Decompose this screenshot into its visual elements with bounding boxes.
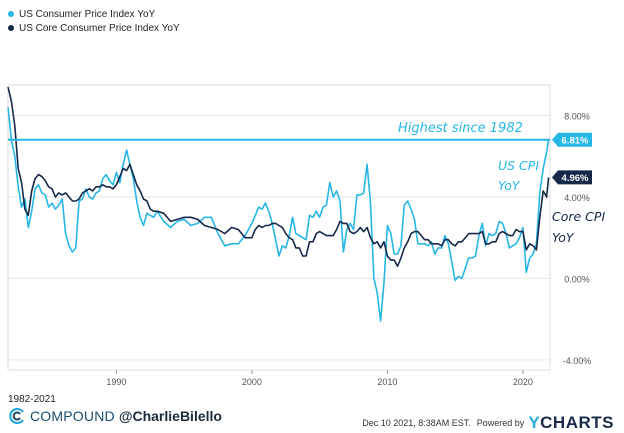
x-tick-label: 2000 [242, 377, 262, 387]
powered-by-label: Powered by [476, 418, 525, 428]
legend-label-core: US Core Consumer Price Index YoY [19, 22, 180, 34]
plot-frame [7, 84, 551, 371]
legend-dot-cpi [8, 11, 14, 17]
brand-name: COMPOUND [30, 408, 115, 424]
legend-item-cpi[interactable]: US Consumer Price Index YoY [8, 7, 180, 21]
legend-label-cpi: US Consumer Price Index YoY [19, 8, 156, 20]
footer-credits: Dec 10 2021, 8:38AM EST. Powered by YCHA… [362, 413, 614, 433]
y-tick-label: 8.00% [564, 112, 590, 122]
y-tick-label: 0.00% [564, 274, 590, 284]
series-lines [7, 86, 550, 322]
legend: US Consumer Price Index YoY US Core Cons… [8, 7, 180, 35]
annotation-text-core: Core CPI [552, 209, 605, 224]
x-axis-ticks: 1990 2000 2010 2020 [106, 370, 533, 387]
y-tick-label: 4.00% [564, 193, 590, 203]
annotations: Highest since 1982 6.81% 4.96% US CPI YoY Cor… [8, 121, 605, 245]
ycharts-logo[interactable]: YCHARTS [528, 413, 614, 433]
end-label-badge-core [552, 170, 592, 185]
compound-logo-icon [9, 407, 24, 425]
x-tick-label: 2020 [513, 377, 533, 387]
series-line-cpi [7, 107, 550, 322]
brand-handle: @CharlieBilello [118, 408, 222, 424]
grid-lines [8, 115, 550, 361]
end-label-value-cpi: 6.81% [562, 135, 589, 146]
reference-line-label: Highest since 1982 [398, 121, 523, 136]
annotation-text-core: YoY [552, 230, 575, 245]
end-label-badge-cpi [552, 132, 592, 147]
legend-item-core[interactable]: US Core Consumer Price Index YoY [8, 21, 180, 35]
x-tick-label: 2010 [377, 377, 397, 387]
annotation-text-cpi: US CPI [498, 158, 539, 173]
y-tick-label: -4.00% [563, 356, 592, 366]
date-range: 1982-2021 [8, 394, 56, 405]
legend-dot-core [8, 25, 14, 31]
end-label-value-core: 4.96% [562, 173, 589, 184]
timestamp: Dec 10 2021, 8:38AM EST. [362, 418, 471, 428]
series-line-core [7, 86, 550, 267]
annotation-text-cpi: YoY [498, 178, 521, 193]
y-axis-ticks: 8.00% 4.00% 0.00% -4.00% [563, 112, 592, 366]
ycharts-logo-y: Y [528, 413, 541, 432]
x-tick-label: 1990 [106, 377, 126, 387]
compound-brand: COMPOUND @CharlieBilello [8, 407, 222, 425]
ycharts-logo-text: CHARTS [540, 413, 614, 432]
